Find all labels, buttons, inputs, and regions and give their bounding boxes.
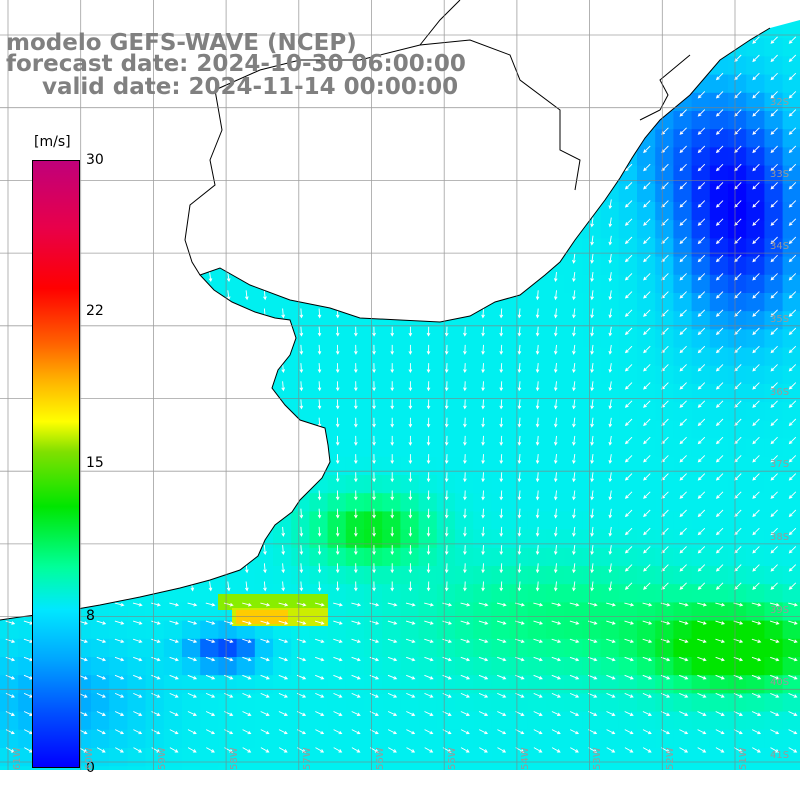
border-line (419, 0, 461, 46)
colorbar-tick-0: 0 (86, 760, 95, 776)
lat-label: 39S (770, 605, 790, 616)
lat-label: 36S (770, 387, 790, 398)
lat-label: 41S (770, 750, 790, 761)
forecast-date: forecast date: 2024-10-30 06:00:00 (6, 51, 466, 77)
colorbar-tick-8: 8 (86, 608, 95, 624)
lon-label: 53W (592, 747, 603, 770)
lat-label: 33S (770, 169, 790, 180)
colorbar-tick-22: 22 (86, 303, 104, 319)
lon-label: 56W (375, 747, 386, 770)
lagoon-outline (639, 54, 691, 121)
lat-label: 37S (770, 459, 790, 470)
lon-label: 58W (229, 747, 240, 770)
lat-label: 34S (770, 241, 790, 252)
lon-label: 51W (738, 747, 749, 770)
model-title: modelo GEFS-WAVE (NCEP) (6, 30, 357, 56)
colorbar-unit: [m/s] (34, 134, 71, 150)
land-mask (0, 0, 800, 620)
border-line (214, 39, 581, 191)
bottom-margin (0, 770, 800, 800)
lat-label: 32S (770, 97, 790, 108)
lat-label: 40S (770, 677, 790, 688)
lon-label: 57W (302, 747, 313, 770)
lon-label: 54W (520, 747, 531, 770)
valid-date: valid date: 2024-11-14 00:00:00 (42, 74, 459, 100)
lon-label: 52W (665, 747, 676, 770)
lon-label: 55W (447, 747, 458, 770)
lat-label: 35S (770, 314, 790, 325)
lat-label: 38S (770, 532, 790, 543)
border-line (184, 89, 223, 276)
wind-arrows (5, 36, 798, 753)
wind-max-band (218, 594, 328, 610)
colorbar-tick-15: 15 (86, 455, 104, 471)
colorbar-tick-30: 30 (86, 152, 104, 168)
colorbar (32, 160, 80, 768)
lon-label: 59W (157, 747, 168, 770)
wind-max-core (236, 610, 288, 624)
lon-label: 60W (84, 747, 95, 770)
lon-label: 61W (12, 747, 23, 770)
coastline (0, 27, 771, 621)
graticule (0, 0, 800, 770)
